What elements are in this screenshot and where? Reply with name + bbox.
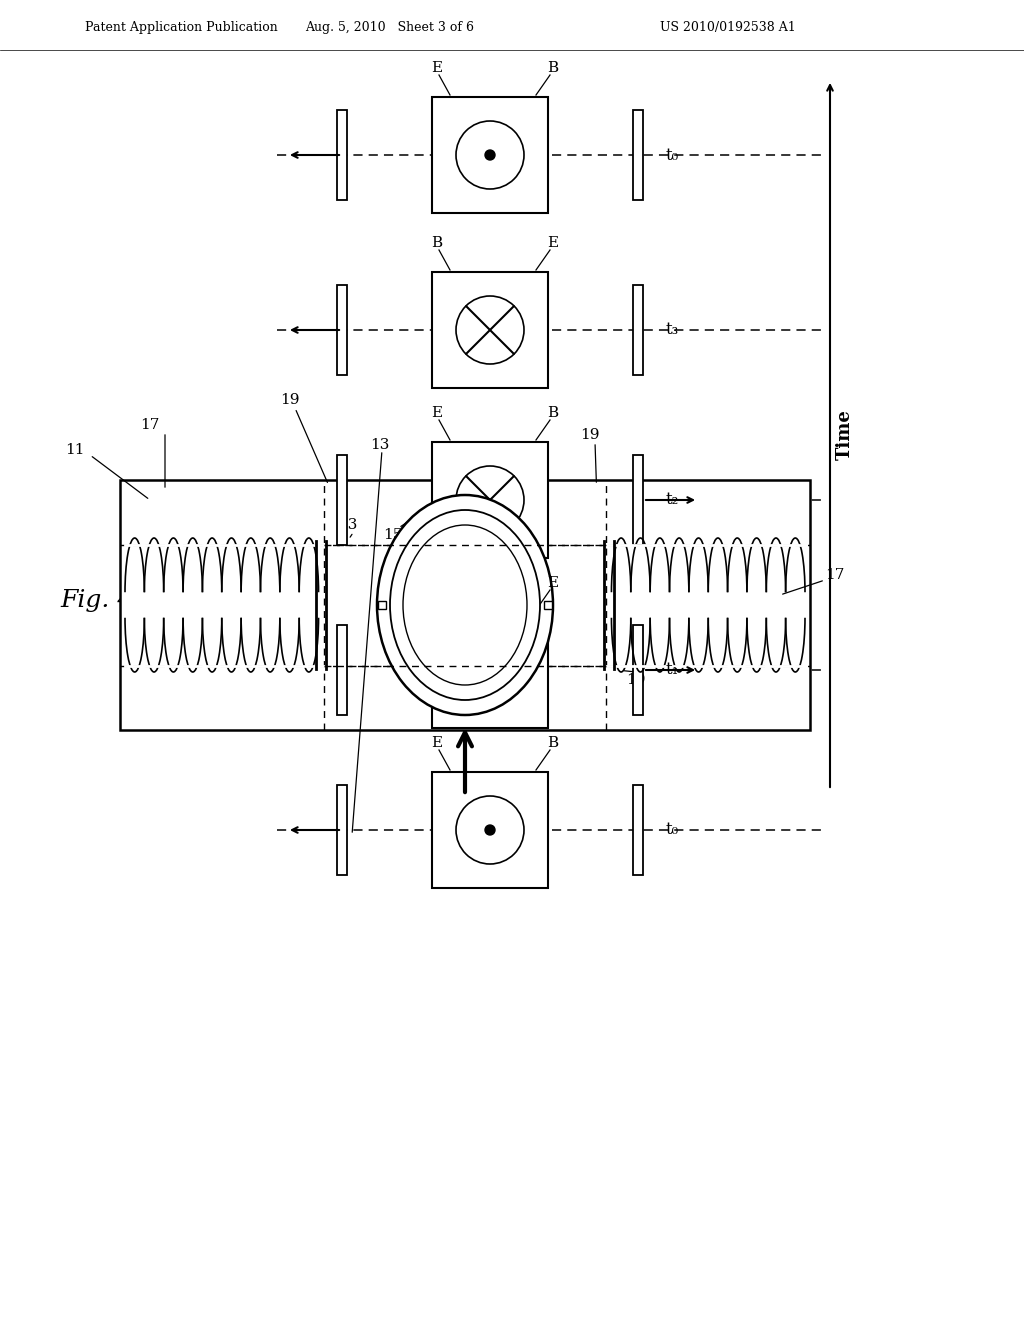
Text: B: B (431, 576, 442, 590)
Text: B: B (548, 737, 558, 750)
Bar (432, 96, 548, 213)
Text: 17: 17 (140, 418, 160, 432)
Bar (633, 285, 643, 375)
Text: 19: 19 (280, 393, 299, 407)
Text: 13: 13 (370, 438, 389, 451)
Ellipse shape (390, 510, 540, 700)
Bar (432, 272, 548, 388)
Text: Fig. 4: Fig. 4 (60, 589, 133, 611)
Bar (120, 480, 810, 730)
Circle shape (456, 636, 524, 704)
Bar (633, 110, 643, 201)
Circle shape (456, 296, 524, 364)
Text: t₁: t₁ (666, 661, 679, 678)
Ellipse shape (403, 525, 527, 685)
Bar (432, 612, 548, 729)
Bar (633, 785, 643, 875)
Text: 11: 11 (65, 444, 85, 457)
Bar (432, 772, 548, 888)
Text: 21: 21 (505, 653, 524, 667)
Bar (432, 612, 548, 729)
Text: E: E (431, 61, 442, 75)
Ellipse shape (411, 535, 519, 675)
Text: E: E (431, 407, 442, 420)
Bar (337, 624, 347, 715)
Bar (337, 828, 347, 833)
Circle shape (456, 796, 524, 865)
Bar (432, 772, 548, 888)
Text: Aug. 5, 2010   Sheet 3 of 6: Aug. 5, 2010 Sheet 3 of 6 (305, 21, 474, 33)
Text: t₂: t₂ (666, 491, 679, 508)
Bar (337, 498, 347, 503)
Bar (337, 110, 347, 201)
Circle shape (456, 121, 524, 189)
Bar (337, 285, 347, 375)
Bar (432, 272, 548, 388)
Circle shape (485, 825, 495, 836)
Circle shape (456, 466, 524, 535)
Bar (337, 455, 347, 545)
Text: 19: 19 (580, 428, 599, 442)
Text: t₀: t₀ (666, 147, 679, 164)
Text: US 2010/0192538 A1: US 2010/0192538 A1 (660, 21, 796, 33)
Text: B: B (548, 407, 558, 420)
Bar (633, 455, 643, 545)
Text: E: E (548, 236, 558, 249)
Circle shape (485, 150, 495, 160)
Bar (337, 327, 347, 333)
Text: B: B (431, 236, 442, 249)
Bar (432, 442, 548, 558)
Ellipse shape (377, 495, 553, 715)
Text: Time: Time (836, 409, 854, 461)
Text: 19: 19 (627, 673, 646, 686)
Text: 17: 17 (825, 568, 845, 582)
Text: t₃: t₃ (666, 322, 679, 338)
Text: 13: 13 (339, 517, 358, 532)
Text: 15: 15 (384, 528, 402, 543)
Text: t₀: t₀ (666, 821, 679, 838)
Bar (544, 601, 552, 609)
Text: E: E (548, 576, 558, 590)
Bar (633, 624, 643, 715)
Bar (337, 667, 347, 673)
Bar (337, 152, 347, 158)
Bar (432, 96, 548, 213)
Bar (432, 442, 548, 558)
Bar (378, 601, 386, 609)
Circle shape (485, 665, 495, 675)
Text: E: E (431, 737, 442, 750)
Text: Patent Application Publication: Patent Application Publication (85, 21, 278, 33)
Bar (337, 785, 347, 875)
Text: B: B (548, 61, 558, 75)
